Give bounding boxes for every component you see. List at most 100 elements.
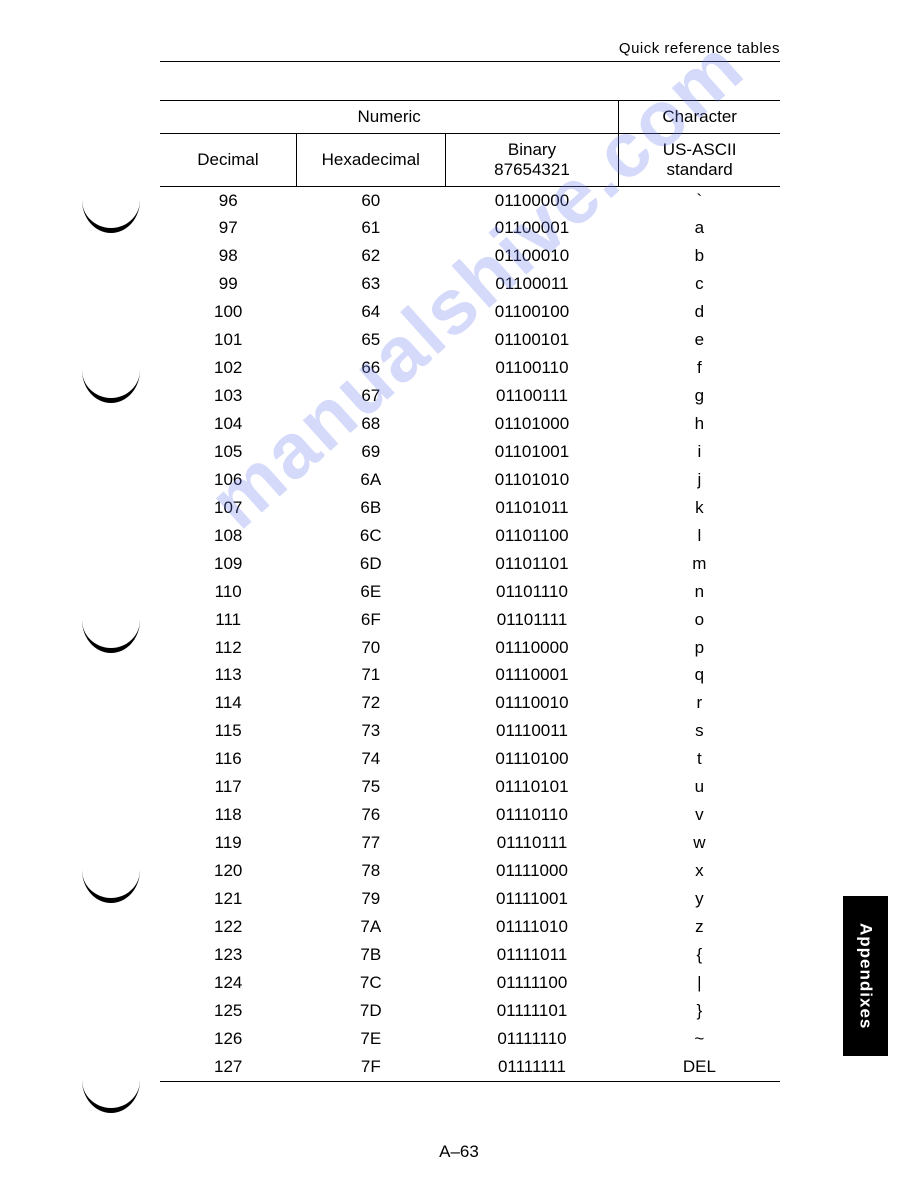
- cell-decimal: 121: [160, 885, 296, 913]
- cell-char: }: [619, 997, 780, 1025]
- table-row: 1127001110000p: [160, 634, 780, 662]
- cell-hex: 77: [296, 830, 445, 858]
- cell-hex: 61: [296, 215, 445, 243]
- cell-decimal: 116: [160, 746, 296, 774]
- cell-decimal: 112: [160, 634, 296, 662]
- cell-char: w: [619, 830, 780, 858]
- cell-char: z: [619, 913, 780, 941]
- cell-decimal: 115: [160, 718, 296, 746]
- table-row: 1167401110100t: [160, 746, 780, 774]
- cell-hex: 62: [296, 243, 445, 271]
- cell-decimal: 100: [160, 299, 296, 327]
- table-row: 1157301110011s: [160, 718, 780, 746]
- table-row: 1137101110001q: [160, 662, 780, 690]
- table-row: 1257D01111101}: [160, 997, 780, 1025]
- cell-hex: 73: [296, 718, 445, 746]
- cell-hex: 70: [296, 634, 445, 662]
- cell-decimal: 122: [160, 913, 296, 941]
- cell-binary: 01100101: [445, 327, 619, 355]
- cell-decimal: 111: [160, 606, 296, 634]
- cell-decimal: 99: [160, 271, 296, 299]
- table-row: 1187601110110v: [160, 802, 780, 830]
- cell-hex: 6E: [296, 578, 445, 606]
- table-row: 1056901101001i: [160, 438, 780, 466]
- cell-binary: 01100110: [445, 355, 619, 383]
- table-row: 1267E01111110~: [160, 1025, 780, 1053]
- cell-hex: 74: [296, 746, 445, 774]
- th-ascii-line2: standard: [667, 160, 733, 179]
- cell-decimal: 113: [160, 662, 296, 690]
- cell-binary: 01110001: [445, 662, 619, 690]
- cell-decimal: 101: [160, 327, 296, 355]
- cell-decimal: 98: [160, 243, 296, 271]
- cell-char: p: [619, 634, 780, 662]
- cell-char: r: [619, 690, 780, 718]
- th-ascii: US-ASCII standard: [619, 134, 780, 187]
- cell-decimal: 106: [160, 466, 296, 494]
- cell-decimal: 103: [160, 383, 296, 411]
- cell-hex: 7F: [296, 1053, 445, 1081]
- table-row: 986201100010b: [160, 243, 780, 271]
- table-row: 1277F01111111DEL: [160, 1053, 780, 1081]
- cell-hex: 6D: [296, 550, 445, 578]
- cell-hex: 78: [296, 858, 445, 886]
- cell-binary: 01101111: [445, 606, 619, 634]
- cell-binary: 01110010: [445, 690, 619, 718]
- table-row: 1217901111001y: [160, 885, 780, 913]
- cell-decimal: 97: [160, 215, 296, 243]
- table-row: 1096D01101101m: [160, 550, 780, 578]
- cell-char: d: [619, 299, 780, 327]
- cell-binary: 01100100: [445, 299, 619, 327]
- table-row: 1116F01101111o: [160, 606, 780, 634]
- cell-hex: 7D: [296, 997, 445, 1025]
- cell-char: DEL: [619, 1053, 780, 1081]
- cell-decimal: 110: [160, 578, 296, 606]
- cell-hex: 7A: [296, 913, 445, 941]
- cell-hex: 6B: [296, 494, 445, 522]
- cell-char: `: [619, 187, 780, 215]
- table-row: 1036701100111g: [160, 383, 780, 411]
- cell-char: l: [619, 522, 780, 550]
- cell-char: ~: [619, 1025, 780, 1053]
- cell-decimal: 107: [160, 494, 296, 522]
- cell-binary: 01111000: [445, 858, 619, 886]
- table-row: 1147201110010r: [160, 690, 780, 718]
- table-row: 1046801101000h: [160, 411, 780, 439]
- cell-binary: 01111111: [445, 1053, 619, 1081]
- table-row: 1247C01111100|: [160, 969, 780, 997]
- cell-binary: 01110011: [445, 718, 619, 746]
- side-tab-label: Appendixes: [856, 923, 876, 1029]
- cell-binary: 01101010: [445, 466, 619, 494]
- cell-binary: 01101110: [445, 578, 619, 606]
- table-row: 1197701110111w: [160, 830, 780, 858]
- cell-binary: 01101011: [445, 494, 619, 522]
- cell-decimal: 119: [160, 830, 296, 858]
- cell-char: h: [619, 411, 780, 439]
- page-content: Quick reference tables Numeric Character…: [160, 40, 780, 1082]
- th-decimal: Decimal: [160, 134, 296, 187]
- cell-hex: 75: [296, 774, 445, 802]
- table-row: 976101100001a: [160, 215, 780, 243]
- th-numeric-group: Numeric: [160, 101, 619, 134]
- running-head: Quick reference tables: [160, 40, 780, 62]
- cell-decimal: 120: [160, 858, 296, 886]
- th-binary-line2: 87654321: [494, 160, 570, 179]
- cell-binary: 01101000: [445, 411, 619, 439]
- binder-mark: [82, 870, 140, 903]
- table-row: 966001100000`: [160, 187, 780, 215]
- cell-binary: 01100010: [445, 243, 619, 271]
- binder-mark: [82, 1080, 140, 1113]
- cell-hex: 7E: [296, 1025, 445, 1053]
- th-binary-line1: Binary: [508, 140, 556, 159]
- cell-char: x: [619, 858, 780, 886]
- cell-hex: 6F: [296, 606, 445, 634]
- cell-char: t: [619, 746, 780, 774]
- cell-binary: 01110101: [445, 774, 619, 802]
- cell-hex: 69: [296, 438, 445, 466]
- cell-decimal: 105: [160, 438, 296, 466]
- cell-hex: 6A: [296, 466, 445, 494]
- cell-char: y: [619, 885, 780, 913]
- cell-char: g: [619, 383, 780, 411]
- cell-decimal: 124: [160, 969, 296, 997]
- th-hexadecimal: Hexadecimal: [296, 134, 445, 187]
